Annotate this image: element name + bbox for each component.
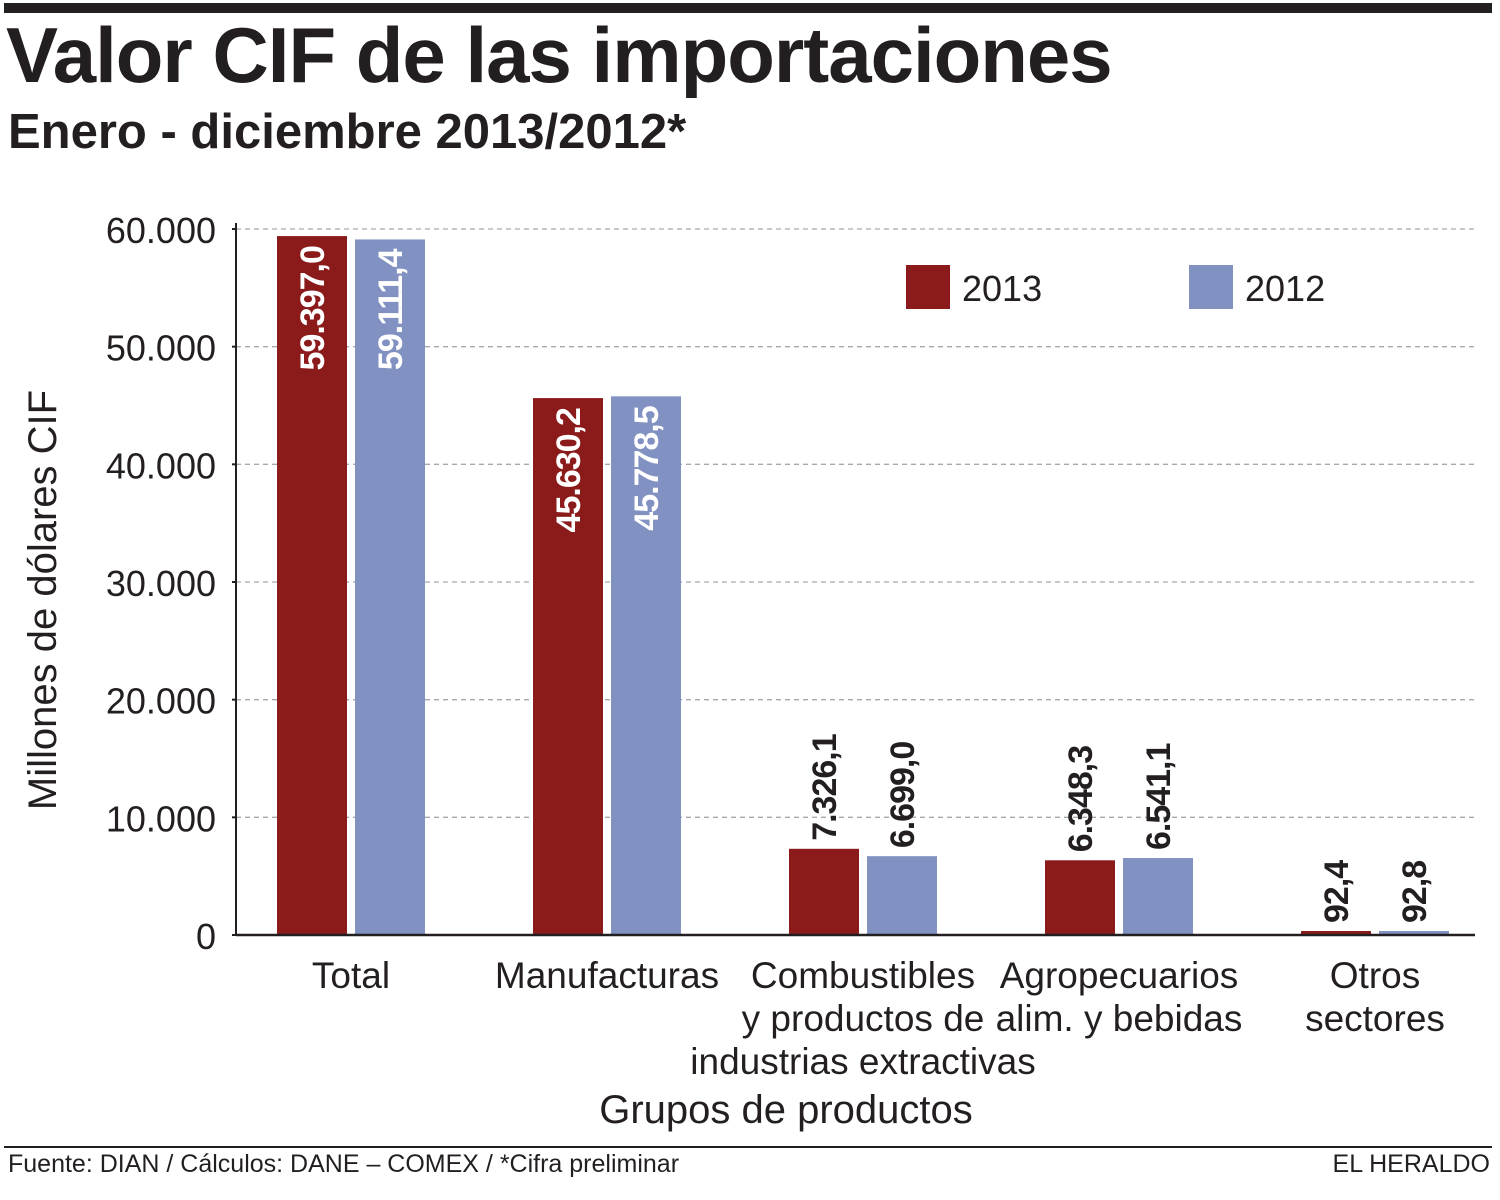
bar-2012-4 [1379, 931, 1449, 935]
legend-swatch-2012 [1189, 265, 1233, 309]
bar-2012-0 [355, 239, 425, 935]
y-tick-label: 20.000 [106, 681, 216, 722]
legend-label-2012: 2012 [1245, 268, 1325, 309]
x-tick-label: Total [312, 955, 390, 996]
y-tick-label: 0 [196, 916, 216, 957]
bar-value-label: 92,8 [1396, 861, 1434, 923]
x-tick-label: Manufacturas [495, 955, 719, 996]
chart-title: Valor CIF de las importaciones [6, 11, 1113, 99]
bar-chart: 0 10.000 20.000 30.000 40.000 50.000 60.000 Mil… [21, 210, 1475, 1132]
x-tick-label: alim. y bebidas [996, 998, 1243, 1039]
bar-2013-0 [277, 236, 347, 935]
x-tick-label: y productos de [742, 998, 985, 1039]
y-tick-label: 40.000 [106, 445, 216, 486]
bar-value-label: 6.541,1 [1140, 744, 1178, 851]
bar-value-label: 59.111,4 [372, 248, 410, 370]
bar-2012-2 [867, 856, 937, 935]
y-axis-title: Millones de dólares CIF [21, 390, 65, 810]
bar-value-label: 45.630,2 [550, 408, 588, 532]
brand-name: EL HERALDO [1332, 1150, 1490, 1178]
chart-subtitle: Enero - diciembre 2013/2012* [8, 105, 687, 159]
y-tick-label: 30.000 [106, 563, 216, 604]
bar-2013-3 [1045, 860, 1115, 935]
x-axis-title: Grupos de productos [599, 1088, 973, 1132]
bar-2012-3 [1123, 858, 1193, 935]
bar-value-label: 45.778,5 [628, 406, 666, 530]
y-tick-label: 50.000 [106, 328, 216, 369]
x-tick-label: industrias extractivas [690, 1041, 1035, 1082]
bar-value-label: 59.397,0 [294, 246, 332, 370]
bar-2013-1 [533, 398, 603, 935]
source-note: Fuente: DIAN / Cálculos: DANE – COMEX / … [8, 1150, 680, 1178]
bar-2012-1 [611, 396, 681, 935]
bar-value-label: 6.699,0 [884, 742, 922, 849]
y-tick-label: 60.000 [106, 210, 216, 251]
bar-2013-4 [1301, 931, 1371, 935]
bar-value-label: 7.326,1 [806, 734, 844, 841]
x-tick-label: Otros [1330, 955, 1420, 996]
x-tick-label: Combustibles [751, 955, 975, 996]
bottom-rule [4, 1146, 1492, 1148]
bar-value-label: 6.348,3 [1062, 746, 1100, 853]
bar-2013-2 [789, 848, 859, 935]
x-tick-label: sectores [1305, 998, 1445, 1039]
legend-label-2013: 2013 [962, 268, 1042, 309]
legend-swatch-2013 [906, 265, 950, 309]
y-tick-label: 10.000 [106, 798, 216, 839]
x-tick-label: Agropecuarios [1000, 955, 1239, 996]
top-rule [4, 3, 1492, 13]
bar-value-label: 92,4 [1318, 860, 1356, 923]
